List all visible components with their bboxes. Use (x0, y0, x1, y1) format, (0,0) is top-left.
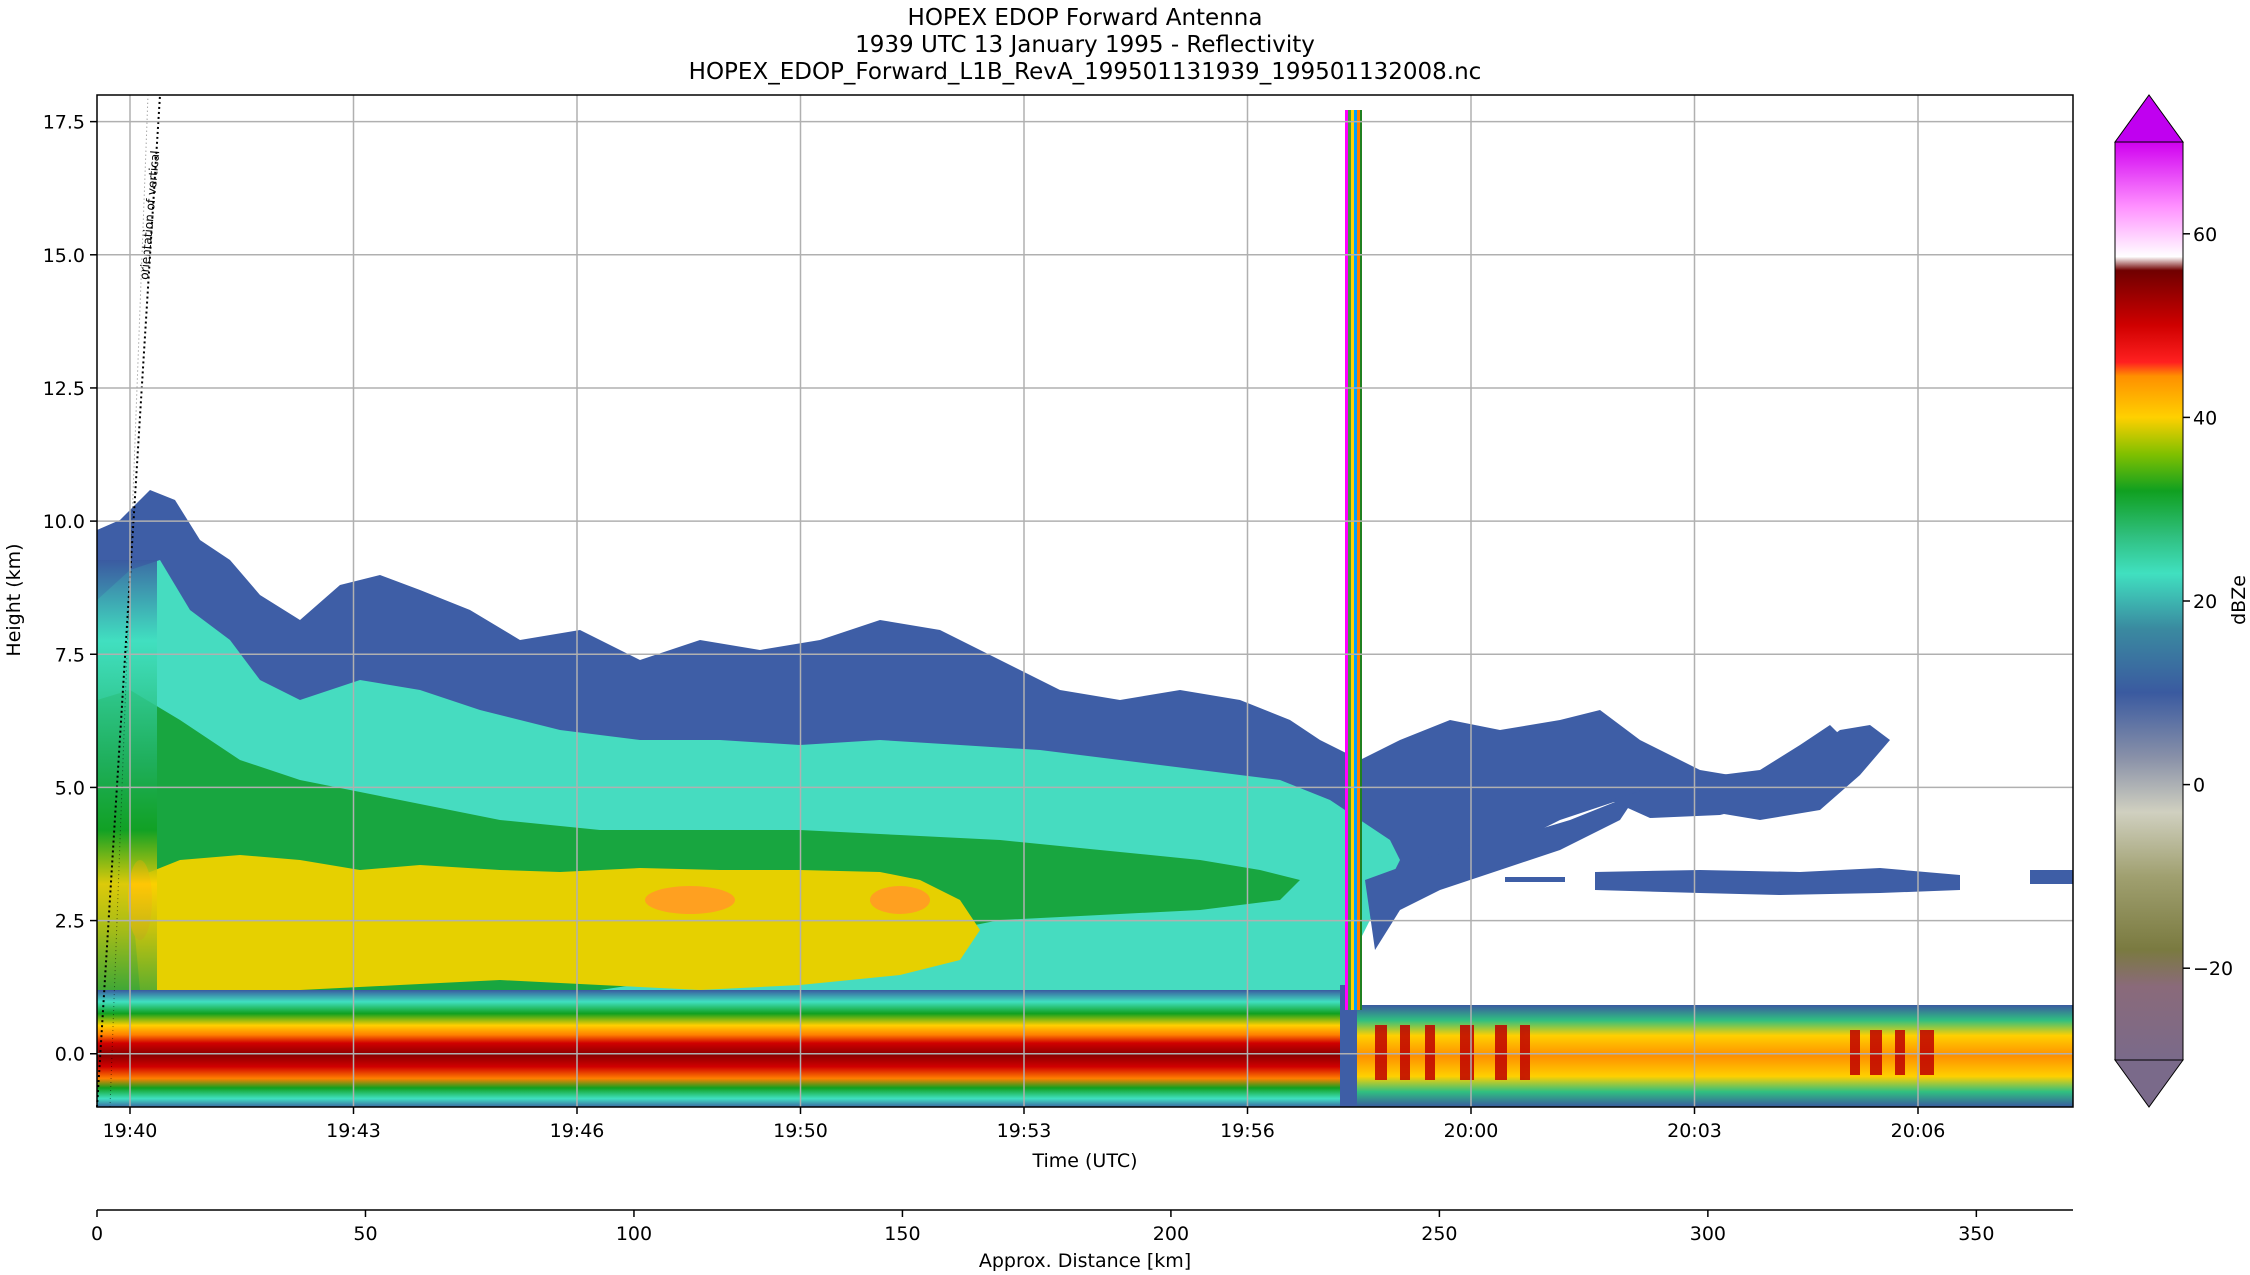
distance-tick-label: 200 (1153, 1223, 1189, 1245)
colorbar-tick-label: 0 (2193, 775, 2205, 797)
y-tick-label: 15.0 (43, 245, 85, 267)
x-tick-label: 20:00 (1444, 1120, 1499, 1142)
y-tick-label: 2.5 (55, 911, 85, 933)
chart-subtitle: 1939 UTC 13 January 1995 - Reflectivity (855, 32, 1315, 58)
convective-column (97, 560, 157, 1010)
echo-tail (1365, 790, 1640, 950)
distance-tick-label: 0 (91, 1223, 103, 1245)
bright-band-spot (870, 886, 930, 914)
colorbar-tick-label: 60 (2193, 224, 2217, 246)
x-tick-label: 19:56 (1220, 1120, 1275, 1142)
y-tick-label: 7.5 (55, 644, 85, 666)
colorbar-tick-label: 40 (2193, 407, 2217, 429)
distance-axis-label: Approx. Distance [km] (979, 1250, 1191, 1272)
vertical-orientation-line (96, 94, 161, 1108)
bright-band-spot (645, 886, 735, 914)
distance-tick-label: 250 (1421, 1223, 1457, 1245)
distance-axis: 0 50 100 150 200 250 300 350 (91, 1209, 2073, 1245)
colorbar-scale (2114, 141, 2184, 1061)
x-axis-label: Time (UTC) (1031, 1150, 1137, 1172)
plot-area: orientation of vertical (96, 94, 2074, 1108)
grid-lines (97, 95, 2073, 1107)
low-cloud-fragment (2030, 870, 2073, 884)
colorbar-label: dBZe (2228, 575, 2250, 625)
y-tick-label: 12.5 (43, 378, 85, 400)
low-cloud-line (1595, 868, 1960, 895)
colorbar-tick-label: 20 (2193, 591, 2217, 613)
surface-echo-band-right (1357, 1005, 2073, 1107)
low-cloud-fragment (1505, 877, 1565, 882)
colorbar-extend-max (2114, 94, 2184, 143)
distance-tick-label: 300 (1690, 1223, 1726, 1245)
surface-gap (1340, 985, 1357, 1107)
chart-filename: HOPEX_EDOP_Forward_L1B_RevA_199501131939… (689, 59, 1482, 85)
y-axis: 0.0 2.5 5.0 7.5 10.0 12.5 15.0 17.5 (43, 112, 97, 1066)
surface-echo-band (97, 990, 1357, 1107)
interference-spike (1345, 110, 1362, 1010)
x-tick-label: 19:46 (550, 1120, 605, 1142)
y-tick-label: 10.0 (43, 511, 85, 533)
y-axis-label: Height (km) (3, 543, 25, 656)
y-tick-label: 0.0 (55, 1044, 85, 1066)
x-tick-label: 19:50 (773, 1120, 828, 1142)
distance-tick-label: 100 (616, 1223, 652, 1245)
colorbar-ticks: 60 40 20 0 −20 (2183, 224, 2233, 980)
x-tick-label: 19:43 (326, 1120, 381, 1142)
x-axis: 19:40 19:43 19:46 19:50 19:53 19:56 20:00 20:03… (103, 1107, 1946, 1142)
x-tick-label: 20:03 (1667, 1120, 1722, 1142)
colorbar-extend-min (2114, 1059, 2184, 1108)
reflectivity-field (97, 110, 2073, 1107)
y-tick-label: 17.5 (43, 112, 85, 134)
x-tick-label: 20:06 (1891, 1120, 1946, 1142)
x-tick-label: 19:53 (997, 1120, 1052, 1142)
distance-tick-label: 350 (1958, 1223, 1994, 1245)
colorbar-tick-label: −20 (2193, 958, 2233, 980)
x-tick-label: 19:40 (103, 1120, 158, 1142)
vertical-orientation-line (109, 94, 149, 1108)
y-tick-label: 5.0 (55, 777, 85, 799)
distance-tick-label: 50 (353, 1223, 377, 1245)
plot-frame (96, 94, 2074, 1108)
upper-cloud-patch (1610, 725, 1845, 818)
chart-title: HOPEX EDOP Forward Antenna (908, 5, 1263, 31)
bright-band-layer (130, 855, 980, 995)
distance-tick-label: 150 (884, 1223, 920, 1245)
colorbar: 60 40 20 0 −20 dBZe (2114, 94, 2250, 1108)
